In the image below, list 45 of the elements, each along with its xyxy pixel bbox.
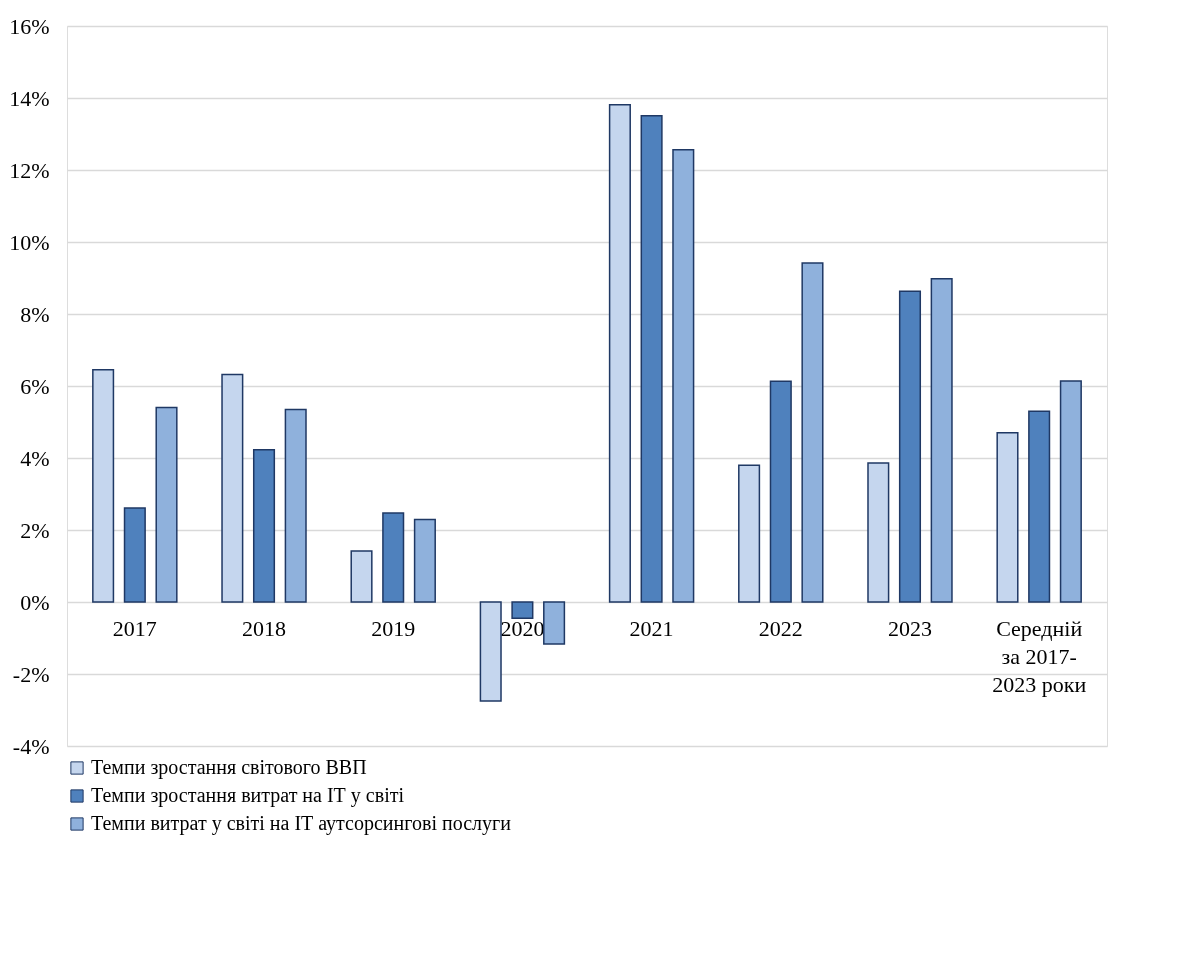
bar: [640, 114, 663, 603]
x-tick-label: 2018: [242, 615, 287, 641]
bar: [867, 462, 890, 603]
y-tick-label: 0%: [20, 589, 50, 615]
bar: [769, 380, 792, 603]
bar: [672, 149, 695, 603]
x-tick-label: 2023: [887, 615, 932, 641]
bar: [1028, 410, 1051, 603]
bar: [479, 601, 502, 702]
bar: [92, 369, 115, 603]
y-tick-label: 2%: [20, 517, 50, 543]
bar: [413, 518, 436, 603]
bar: [608, 104, 631, 603]
bar: [382, 512, 405, 603]
bar: [996, 432, 1019, 603]
bar: [123, 507, 146, 603]
legend-label: Темпи зростання світового ВВП: [91, 756, 367, 779]
y-tick-label: 4%: [20, 445, 50, 471]
y-tick-label: -4%: [12, 733, 50, 759]
y-tick-label: -2%: [12, 661, 50, 687]
bar: [738, 464, 761, 603]
bar: [898, 290, 922, 603]
legend-label: Темпи зростання витрат на ІТ у світі: [91, 784, 405, 807]
bar: [543, 601, 566, 645]
x-tick-label: Середній за 2017- 2023 роки: [992, 615, 1087, 697]
y-tick-label: 16%: [9, 13, 50, 39]
bar: [284, 408, 307, 603]
bar: [252, 448, 276, 603]
x-tick-label: 2022: [758, 615, 803, 641]
bar: [1059, 380, 1082, 603]
y-tick-label: 6%: [20, 373, 50, 399]
x-tick-label: 2019: [371, 615, 416, 641]
legend-label: Темпи витрат у світі на ІТ аутсорсингові послуги: [91, 812, 512, 835]
bar: [930, 277, 953, 603]
y-tick-label: 14%: [9, 85, 50, 111]
bar: [511, 601, 534, 619]
y-tick-label: 12%: [9, 157, 50, 183]
x-tick-label: 2017: [112, 615, 157, 641]
bar: [155, 406, 178, 603]
bar: [221, 373, 244, 603]
bar: [350, 550, 373, 603]
x-tick-label: 2021: [629, 615, 674, 641]
y-tick-label: 8%: [20, 301, 50, 327]
y-tick-label: 10%: [9, 229, 50, 255]
bar: [801, 262, 824, 603]
